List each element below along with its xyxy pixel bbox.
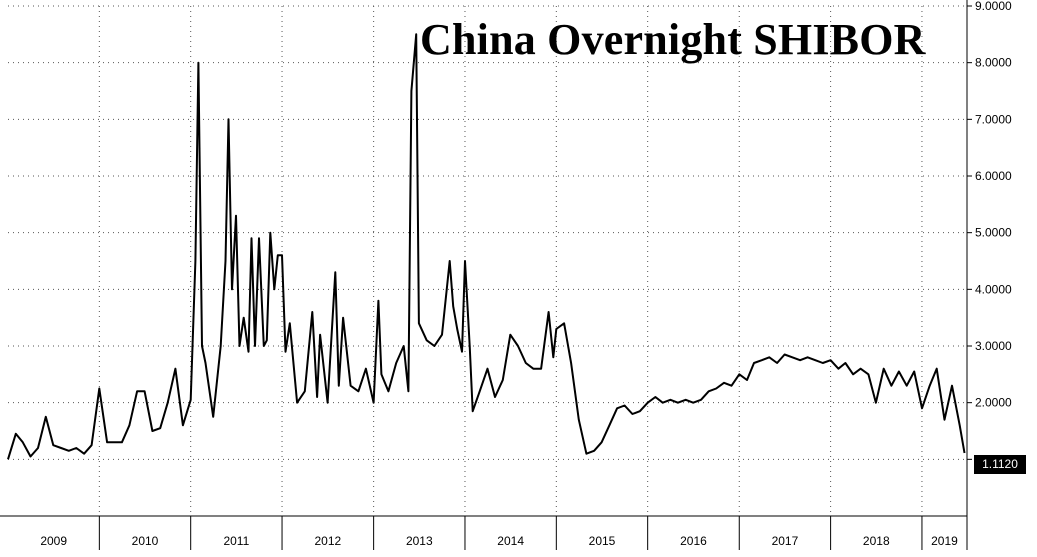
x-tick-label: 2015	[589, 534, 616, 548]
x-tick-label: 2016	[680, 534, 707, 548]
y-tick-label: 8.0000	[975, 56, 1012, 70]
axes	[0, 0, 972, 550]
x-tick-label: 2013	[406, 534, 433, 548]
y-tick-label: 2.0000	[975, 396, 1012, 410]
y-tick-label: 4.0000	[975, 282, 1012, 296]
series-line	[7, 33, 966, 460]
y-tick-label: 5.0000	[975, 226, 1012, 240]
x-tick-label: 2010	[132, 534, 159, 548]
y-tick-label: 9.0000	[975, 0, 1012, 13]
last-value-label: 1.1120	[974, 455, 1026, 474]
chart-title: China Overnight SHIBOR	[420, 15, 926, 64]
x-tick-label: 2017	[772, 534, 799, 548]
y-tick-label: 7.0000	[975, 112, 1012, 126]
y-tick-label: 3.0000	[975, 339, 1012, 353]
x-tick-label: 2014	[497, 534, 524, 548]
x-tick-label: 2018	[863, 534, 890, 548]
grid	[8, 5, 967, 516]
x-tick-label: 2011	[223, 534, 249, 548]
x-tick-label: 2019	[931, 534, 958, 548]
series-layer	[7, 33, 966, 460]
tick-labels: 1.00002.00003.00004.00005.00006.00007.00…	[40, 0, 1012, 548]
y-tick-label: 6.0000	[975, 169, 1012, 183]
x-tick-label: 2012	[314, 534, 341, 548]
x-tick-label: 2009	[40, 534, 67, 548]
